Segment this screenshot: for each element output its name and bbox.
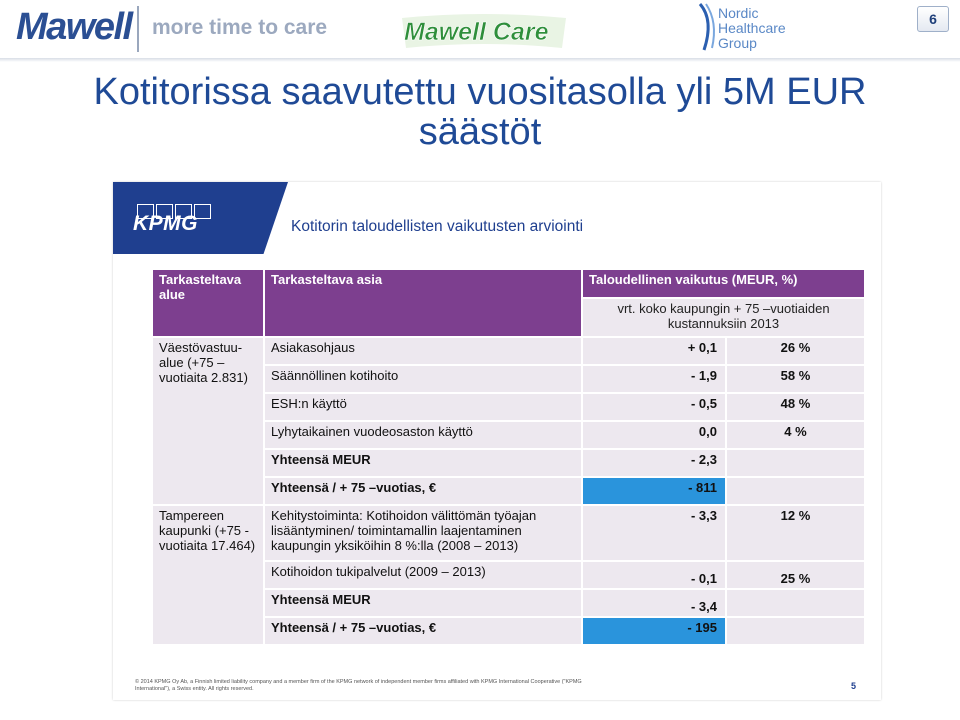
mawell-care-logo-text: Mawell Care bbox=[404, 18, 549, 46]
col-header-area: Tarkasteltava alue bbox=[153, 270, 263, 336]
col-header-impact: Taloudellinen vaikutus (MEUR, %) bbox=[583, 270, 864, 297]
per-capita-label-cell: Yhteensä / + 75 –vuotias, € bbox=[265, 478, 581, 504]
mawell-care-logo: Mawell Care bbox=[402, 14, 566, 48]
kpmg-logo: KPMG bbox=[133, 212, 198, 235]
per-capita-value-cell: - 195 bbox=[583, 618, 725, 644]
group-logo-line-1: Nordic bbox=[718, 5, 759, 21]
area-cell-group1: Väestövastuu-alue (+75 –vuotiaita 2.831) bbox=[153, 338, 263, 504]
table-header-row: Tarkasteltava alue Tarkasteltava asia Ta… bbox=[153, 270, 864, 336]
slide-title-line-2: säästöt bbox=[418, 111, 542, 153]
slide-title-line-1: Kotitorissa saavutettu vuositasolla yli … bbox=[93, 71, 867, 113]
kpmg-logo-panel: KPMG bbox=[113, 182, 288, 254]
header-underline bbox=[0, 58, 960, 62]
empty-cell bbox=[727, 618, 864, 644]
kpmg-page-number: 5 bbox=[851, 681, 857, 691]
percent-cell: 4 % bbox=[727, 422, 864, 448]
slide-title: Kotitorissa saavutettu vuositasolla yli … bbox=[0, 72, 960, 152]
percent-cell: 48 % bbox=[727, 394, 864, 420]
kpmg-banner: KPMG Kotitorin taloudellisten vaikutuste… bbox=[113, 182, 881, 254]
header-divider bbox=[137, 6, 139, 52]
table-total-row: Yhteensä MEUR - 3,4 bbox=[153, 590, 864, 616]
empty-cell bbox=[727, 450, 864, 476]
value-cell: - 0,5 bbox=[583, 394, 725, 420]
value-cell: - 0,1 bbox=[583, 562, 725, 588]
value-cell: - 1,9 bbox=[583, 366, 725, 392]
top-header: Mawell more time to care Mawell Care Nor… bbox=[0, 0, 960, 62]
item-cell: Lyhytaikainen vuodeosaston käyttö bbox=[265, 422, 581, 448]
kpmg-copyright: © 2014 KPMG Oy Ab, a Finnish limited lia… bbox=[135, 679, 582, 692]
table-total-row: Yhteensä MEUR - 2,3 bbox=[153, 450, 864, 476]
kpmg-slide-heading: Kotitorin taloudellisten vaikutusten arv… bbox=[291, 218, 584, 235]
col-subheader: vrt. koko kaupungin + 75 –vuotiaiden kus… bbox=[583, 298, 864, 336]
impact-table: Tarkasteltava alue Tarkasteltava asia Ta… bbox=[151, 268, 866, 646]
table-subheader-row: vrt. koko kaupungin + 75 –vuotiaiden kus… bbox=[153, 298, 864, 336]
table-per-capita-row: Yhteensä / + 75 –vuotias, € - 195 bbox=[153, 618, 864, 644]
empty-cell bbox=[727, 590, 864, 616]
total-label-cell: Yhteensä MEUR bbox=[265, 450, 581, 476]
group-logo-line-2: Healthcare bbox=[718, 20, 786, 36]
col-header-item: Tarkasteltava asia bbox=[265, 270, 581, 336]
item-cell: Kotihoidon tukipalvelut (2009 – 2013) bbox=[265, 562, 581, 588]
nordic-healthcare-group-logo: Nordic Healthcare Group bbox=[718, 6, 786, 51]
page-number-badge: 6 bbox=[917, 6, 949, 32]
value-cell: - 3,3 bbox=[583, 506, 725, 560]
per-capita-value-cell: - 811 bbox=[583, 478, 725, 504]
percent-cell: 25 % bbox=[727, 562, 864, 588]
table-row: Säännöllinen kotihoito - 1,9 58 % bbox=[153, 366, 864, 392]
percent-cell: 12 % bbox=[727, 506, 864, 560]
item-cell: Kehitystoiminta: Kotihoidon välittömän t… bbox=[265, 506, 581, 560]
tagline: more time to care bbox=[152, 16, 328, 39]
per-capita-label-cell: Yhteensä / + 75 –vuotias, € bbox=[265, 618, 581, 644]
group-logo-line-3: Group bbox=[718, 35, 757, 51]
value-cell: 0,0 bbox=[583, 422, 725, 448]
table-row: Tampereen kaupunki (+75 -vuotiaita 17.46… bbox=[153, 506, 864, 644]
nordic-healthcare-mark-icon bbox=[698, 3, 715, 51]
embedded-kpmg-slide: KPMG Kotitorin taloudellisten vaikutuste… bbox=[113, 182, 881, 700]
item-cell: Säännöllinen kotihoito bbox=[265, 366, 581, 392]
value-cell: + 0,1 bbox=[583, 338, 725, 364]
percent-cell: 26 % bbox=[727, 338, 864, 364]
table-row: Väestövastuu-alue (+75 –vuotiaita 2.831)… bbox=[153, 338, 864, 504]
total-value-cell: - 3,4 bbox=[583, 590, 725, 616]
item-cell: ESH:n käyttö bbox=[265, 394, 581, 420]
mawell-logo: Mawell bbox=[16, 6, 133, 48]
table-row: ESH:n käyttö - 0,5 48 % bbox=[153, 394, 864, 420]
total-label-cell: Yhteensä MEUR bbox=[265, 590, 581, 616]
table-per-capita-row: Yhteensä / + 75 –vuotias, € - 811 bbox=[153, 478, 864, 504]
table-row: Kotihoidon tukipalvelut (2009 – 2013) - … bbox=[153, 562, 864, 588]
total-value-cell: - 2,3 bbox=[583, 450, 725, 476]
table-row: Lyhytaikainen vuodeosaston käyttö 0,0 4 … bbox=[153, 422, 864, 448]
empty-cell bbox=[727, 478, 864, 504]
area-cell-group2: Tampereen kaupunki (+75 -vuotiaita 17.46… bbox=[153, 506, 263, 644]
kpmg-boxes-icon bbox=[137, 204, 213, 224]
item-cell: Asiakasohjaus bbox=[265, 338, 581, 364]
percent-cell: 58 % bbox=[727, 366, 864, 392]
